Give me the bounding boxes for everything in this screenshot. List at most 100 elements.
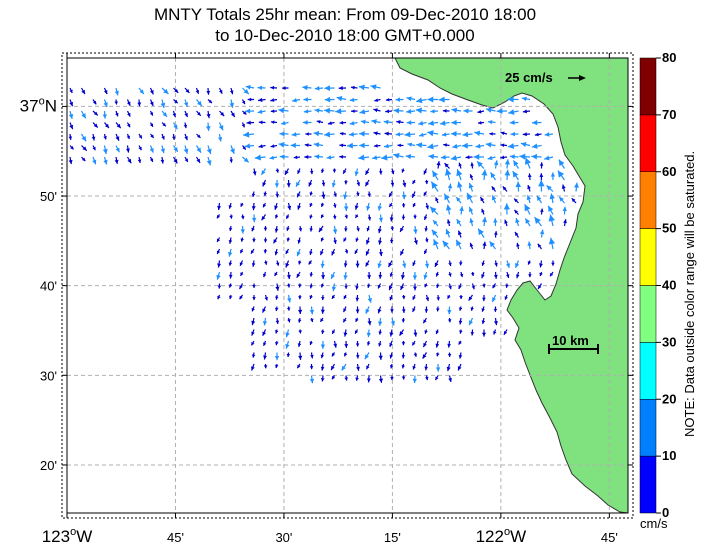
- current-vector: [320, 202, 325, 208]
- current-vector: [378, 271, 383, 279]
- current-vector: [263, 225, 268, 231]
- current-vector: [514, 260, 520, 269]
- current-vector: [240, 237, 244, 242]
- current-vector: [514, 231, 520, 238]
- current-vector: [401, 294, 406, 300]
- current-vector: [395, 97, 404, 102]
- current-vector: [424, 225, 428, 232]
- current-vector: [339, 120, 347, 125]
- current-vector: [321, 271, 326, 280]
- current-vector: [246, 120, 255, 125]
- current-vector: [241, 99, 246, 105]
- current-vector: [229, 87, 234, 95]
- current-vector: [378, 352, 383, 360]
- current-vector: [401, 317, 406, 323]
- current-vector: [356, 225, 360, 232]
- current-vector: [320, 283, 325, 288]
- current-vector: [423, 191, 428, 197]
- current-vector: [228, 248, 233, 257]
- current-vector: [457, 363, 462, 371]
- current-vector: [548, 214, 556, 227]
- current-vector: [451, 119, 462, 126]
- current-vector: [161, 110, 168, 118]
- current-vector: [251, 202, 256, 211]
- current-vector: [309, 283, 313, 289]
- current-vector: [482, 241, 487, 250]
- current-vector: [547, 205, 554, 215]
- current-vector: [217, 202, 222, 211]
- current-vector: [366, 283, 371, 289]
- current-vector: [161, 122, 167, 127]
- current-vector: [302, 85, 312, 91]
- current-vector: [195, 145, 202, 154]
- current-vector: [314, 86, 324, 91]
- current-vector: [425, 375, 429, 381]
- current-vector: [406, 96, 416, 102]
- current-vector: [510, 131, 519, 137]
- current-vector: [229, 156, 234, 163]
- current-vector: [377, 283, 382, 289]
- current-vector: [149, 110, 154, 116]
- current-vector: [218, 133, 223, 142]
- current-vector: [365, 260, 370, 267]
- current-vector: [172, 110, 177, 118]
- current-vector: [377, 306, 382, 314]
- current-vector: [272, 237, 278, 244]
- current-vector: [302, 120, 312, 125]
- current-vector: [482, 283, 486, 288]
- current-vector: [425, 202, 429, 210]
- current-vector: [401, 191, 407, 200]
- current-vector: [275, 340, 279, 346]
- current-vector: [69, 99, 74, 107]
- current-vector: [298, 294, 302, 300]
- current-vector: [435, 329, 440, 335]
- current-vector: [291, 132, 301, 137]
- title-line-2: to 10-Dec-2010 18:00 GMT+0.000: [215, 26, 475, 45]
- title-line-1: MNTY Totals 25hr mean: From 09-Dec-2010 …: [153, 5, 537, 24]
- current-vector: [252, 237, 256, 243]
- current-vector: [275, 283, 280, 291]
- current-vector: [489, 240, 496, 250]
- current-vector: [126, 133, 131, 140]
- current-vector: [428, 120, 439, 126]
- current-vector: [521, 96, 531, 102]
- current-vector: [346, 142, 358, 149]
- current-vector: [377, 225, 382, 234]
- coastline-land: [394, 58, 628, 513]
- current-vector: [413, 237, 418, 245]
- current-vector: [287, 294, 292, 303]
- current-vector: [242, 156, 250, 163]
- current-vector: [539, 229, 545, 238]
- current-vector: [250, 248, 255, 255]
- current-vector: [422, 317, 428, 324]
- current-vector: [459, 294, 463, 300]
- current-vector: [321, 191, 326, 199]
- current-vector: [247, 97, 255, 102]
- plot-outer-frame: [61, 52, 634, 519]
- current-vector: [447, 183, 453, 192]
- current-vector: [355, 306, 360, 314]
- current-vector: [548, 237, 556, 250]
- current-vector: [282, 86, 289, 90]
- current-vector: [389, 271, 394, 277]
- current-vector: [507, 143, 519, 150]
- colorbar-tick-label: 60: [662, 164, 676, 179]
- current-vector: [384, 143, 393, 149]
- current-vector: [344, 248, 349, 254]
- current-vector: [527, 241, 532, 250]
- current-vector: [374, 98, 381, 102]
- current-vector: [436, 306, 440, 312]
- current-vector: [69, 87, 73, 94]
- current-vector: [244, 143, 255, 149]
- current-vector: [330, 271, 336, 280]
- colorbar-tick-label: 0: [662, 505, 669, 520]
- current-vector: [470, 306, 474, 311]
- current-vector: [416, 142, 427, 149]
- current-vector: [349, 121, 358, 126]
- current-vector: [549, 271, 554, 277]
- current-vector: [241, 122, 246, 128]
- current-vector: [416, 97, 427, 104]
- current-vector: [331, 283, 337, 292]
- current-vector: [296, 271, 301, 279]
- current-vector: [489, 132, 496, 136]
